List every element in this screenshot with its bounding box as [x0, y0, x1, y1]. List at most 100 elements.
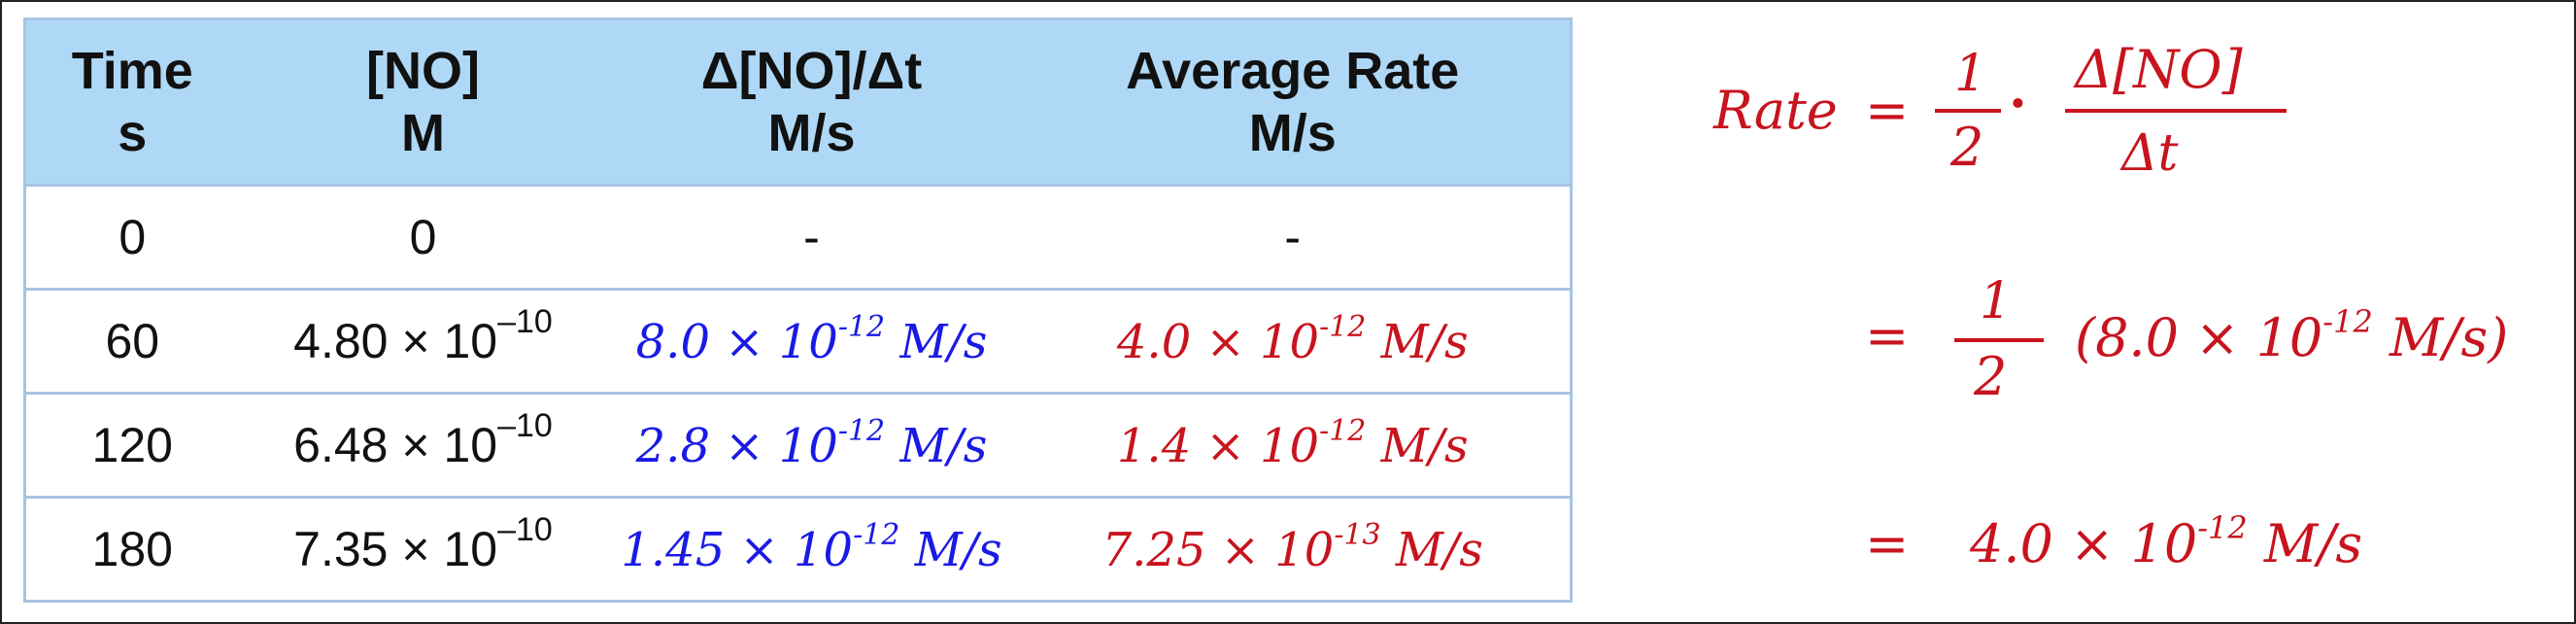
exponent: -12	[2197, 509, 2248, 546]
cell-time: 60	[23, 288, 239, 395]
mantissa: 7.25	[1102, 523, 1206, 577]
handwritten-value: 1.45 × 10-12 M/s	[621, 521, 1002, 578]
fraction-bar	[1954, 338, 2044, 342]
base: 10	[794, 523, 854, 577]
fraction-denominator: 2	[1974, 346, 2008, 407]
exponent: -12	[2322, 303, 2373, 340]
handwritten-value: 7.25 × 10-13 M/s	[1102, 521, 1483, 578]
base: 10	[778, 419, 838, 473]
cell-delta-no: -	[607, 184, 1016, 291]
exponent: -13	[1334, 518, 1381, 552]
handwritten-value: 1.4 × 10-12 M/s	[1116, 417, 1469, 474]
handwritten-value: 2.8 × 10-12 M/s	[635, 417, 988, 474]
times-sign: ×	[2070, 513, 2115, 574]
unit: M/s	[1395, 523, 1483, 577]
cell-time: 0	[23, 184, 239, 291]
exponent: –10	[497, 511, 553, 548]
fraction-denominator: Δt	[2121, 124, 2179, 183]
mantissa: 2.8	[635, 419, 710, 473]
exponent: -12	[1319, 310, 1367, 344]
times-sign: ×	[725, 419, 764, 473]
mantissa: 1.45	[621, 523, 726, 577]
sci-value: 7.35 × 10–10	[293, 513, 553, 576]
close-paren: )	[2488, 307, 2509, 368]
sci-value: 6.48 × 10–10	[293, 409, 553, 472]
exponent: -12	[1319, 414, 1367, 448]
base: 10	[443, 314, 498, 368]
cell-time: 180	[23, 496, 239, 603]
cell-time: 120	[23, 392, 239, 499]
exponent: -12	[853, 518, 900, 552]
table-header-row: Time s [NO] M Δ[NO]/Δt M/s Average Rate …	[23, 17, 1573, 187]
rate-label: Rate	[1713, 80, 1838, 141]
times-sign: ×	[401, 522, 430, 576]
header-unit: M/s	[767, 104, 856, 162]
unit: M/s	[899, 315, 988, 369]
cell-no-concentration: 4.80 × 10–10	[238, 288, 608, 395]
base: 10	[778, 315, 838, 369]
cell-no-concentration: 0	[238, 184, 608, 291]
equals-sign: =	[1865, 305, 1910, 366]
mantissa: 8.0	[635, 315, 710, 369]
unit: M/s	[1380, 419, 1469, 473]
header-average-rate: Average Rate M/s	[1015, 17, 1573, 187]
header-label: Time	[71, 42, 193, 100]
handwritten-value: 4.0 × 10-12 M/s	[1116, 313, 1469, 370]
header-delta-no: Δ[NO]/Δt M/s	[607, 17, 1016, 187]
fraction-numerator: 1	[1980, 272, 2013, 330]
mantissa: 4.0	[1970, 513, 2053, 574]
table-row: 180 7.35 × 10–10 1.45 × 10-12 M/s 7.25 ×…	[23, 496, 1573, 603]
cell-delta-no: 1.45 × 10-12 M/s	[607, 496, 1016, 603]
times-sign: ×	[401, 418, 430, 472]
mantissa: 4.0	[1116, 315, 1192, 369]
times-sign: ×	[725, 315, 764, 369]
mantissa: 6.48	[293, 418, 389, 472]
handwritten-value: 8.0 × 10-12 M/s	[635, 313, 988, 370]
times-sign: ×	[401, 314, 430, 368]
table-row: 120 6.48 × 10–10 2.8 × 10-12 M/s 1.4 × 1…	[23, 392, 1573, 499]
multiply-dot: ·	[2009, 72, 2027, 134]
header-time: Time s	[23, 17, 239, 187]
fraction-bar	[1935, 109, 2001, 113]
mantissa: 1.4	[1116, 419, 1192, 473]
mantissa: 4.80	[293, 314, 389, 368]
exponent: -12	[837, 310, 886, 344]
fraction-bar	[2065, 109, 2287, 113]
fraction-numerator: 1	[1954, 45, 1987, 103]
cell-average-rate: 1.4 × 10-12 M/s	[1015, 392, 1573, 499]
exponent: –10	[497, 303, 553, 340]
cell-average-rate: 4.0 × 10-12 M/s	[1015, 288, 1573, 395]
exponent: -12	[837, 414, 886, 448]
times-sign: ×	[1205, 419, 1245, 473]
header-no-concentration: [NO] M	[238, 17, 608, 187]
sci-value: 4.80 × 10–10	[293, 305, 553, 368]
equals-sign: =	[1865, 80, 1910, 141]
open-paren: (	[2075, 307, 2096, 368]
mantissa: 8.0	[2095, 307, 2179, 368]
rate-data-table: Time s [NO] M Δ[NO]/Δt M/s Average Rate …	[23, 17, 1573, 603]
cell-delta-no: 2.8 × 10-12 M/s	[607, 392, 1016, 499]
base: 10	[443, 418, 498, 472]
cell-no-concentration: 7.35 × 10–10	[238, 496, 608, 603]
times-sign: ×	[2195, 307, 2240, 368]
base: 10	[1274, 523, 1335, 577]
base: 10	[1259, 419, 1320, 473]
fraction-numerator: Δ[NO]	[2075, 39, 2243, 100]
equals-sign: =	[1865, 513, 1910, 574]
base: 10	[2130, 513, 2198, 574]
times-sign: ×	[1205, 315, 1245, 369]
base: 10	[1259, 315, 1320, 369]
cell-average-rate: -	[1015, 184, 1573, 291]
header-label: [NO]	[366, 42, 480, 100]
exponent: –10	[497, 407, 553, 444]
base: 10	[2255, 307, 2323, 368]
cell-delta-no: 8.0 × 10-12 M/s	[607, 288, 1016, 395]
cell-average-rate: 7.25 × 10-13 M/s	[1015, 496, 1573, 603]
unit: M/s	[914, 523, 1002, 577]
times-sign: ×	[1220, 523, 1260, 577]
result-value: 4.0 × 10-12 M/s	[1970, 512, 2363, 574]
base: 10	[443, 522, 498, 576]
mantissa: 7.35	[293, 522, 389, 576]
unit: M/s	[2263, 513, 2363, 574]
